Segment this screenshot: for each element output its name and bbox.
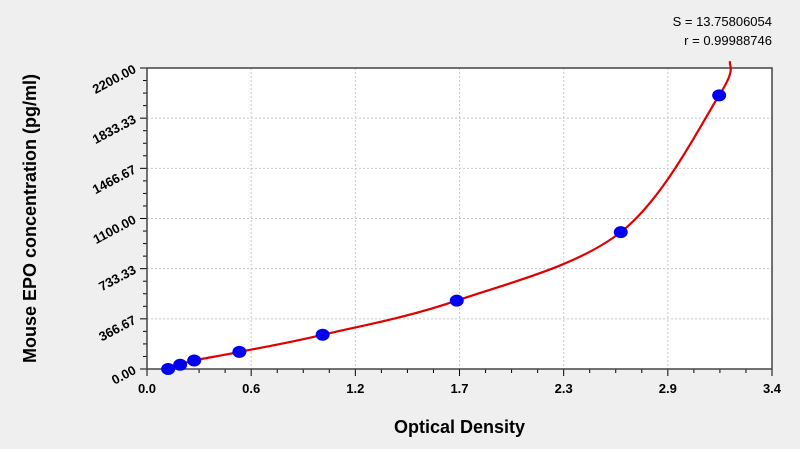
- y-tick-label: 366.67: [96, 312, 138, 344]
- data-point: [187, 354, 202, 367]
- r-statistic: r = 0.99988746: [684, 33, 772, 48]
- data-point: [232, 345, 247, 358]
- data-point: [449, 294, 464, 307]
- x-tick-label: 2.9: [659, 381, 677, 396]
- x-tick-label: 0.6: [242, 381, 260, 396]
- y-tick-label: 1100.00: [91, 212, 139, 247]
- x-tick-label: 3.4: [763, 381, 782, 396]
- data-point: [161, 363, 176, 375]
- y-tick-label: 2200.00: [90, 61, 139, 96]
- y-axis-label: Mouse EPO concentration (pg/ml): [20, 74, 40, 363]
- y-tick-label: 1466.67: [90, 162, 139, 197]
- y-tick-label: 1833.33: [90, 112, 139, 147]
- x-tick-label: 2.3: [555, 381, 573, 396]
- data-point: [315, 328, 330, 341]
- plot-border: [146, 67, 773, 370]
- data-point: [712, 89, 727, 102]
- x-axis-label: Optical Density: [394, 417, 525, 437]
- x-tick-label: 1.7: [450, 381, 468, 396]
- fit-curve: [167, 60, 732, 371]
- x-tick-label: 1.2: [346, 381, 364, 396]
- data-point: [173, 358, 188, 371]
- y-tick-label: 733.33: [96, 262, 138, 294]
- data-point: [613, 226, 628, 239]
- s-statistic: S = 13.75806054: [672, 14, 772, 29]
- x-tick-label: 0.0: [138, 381, 156, 396]
- y-tick-label: 0.00: [109, 362, 138, 387]
